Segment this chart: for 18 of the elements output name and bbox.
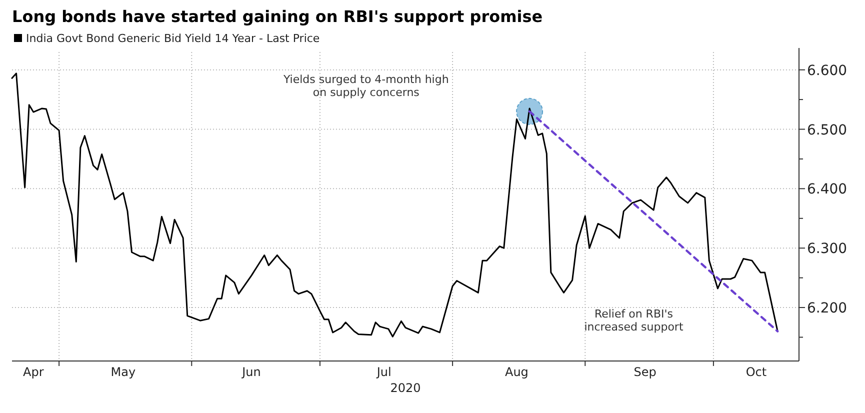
y-tick-label: 6.300 <box>807 241 848 258</box>
y-tick-label: 6.600 <box>807 62 848 79</box>
annotation: Relief on RBI's increased support <box>584 308 684 334</box>
x-tick-label: Sep <box>634 365 656 379</box>
x-tick-label: Oct <box>746 365 767 379</box>
y-tick-label: 6.500 <box>807 122 848 138</box>
y-tick-label: 6.400 <box>807 182 848 198</box>
x-tick-label: May <box>110 365 136 379</box>
annotation: Yields surged to 4-month high on supply concerns <box>282 72 449 99</box>
x-axis-title: 2020 <box>390 381 421 395</box>
chart-title: Long bonds have started gaining on RBI's support promise <box>12 7 543 26</box>
x-tick-label: Jun <box>241 365 261 379</box>
legend-label: India Govt Bond Generic Bid Yield 14 Year - Last Price <box>26 32 320 45</box>
y-tick-label: 6.200 <box>807 300 848 317</box>
x-tick-label: Apr <box>23 365 44 379</box>
x-tick-label: Aug <box>504 365 528 379</box>
line-series <box>11 72 778 338</box>
x-tick-label: Jul <box>376 365 392 379</box>
